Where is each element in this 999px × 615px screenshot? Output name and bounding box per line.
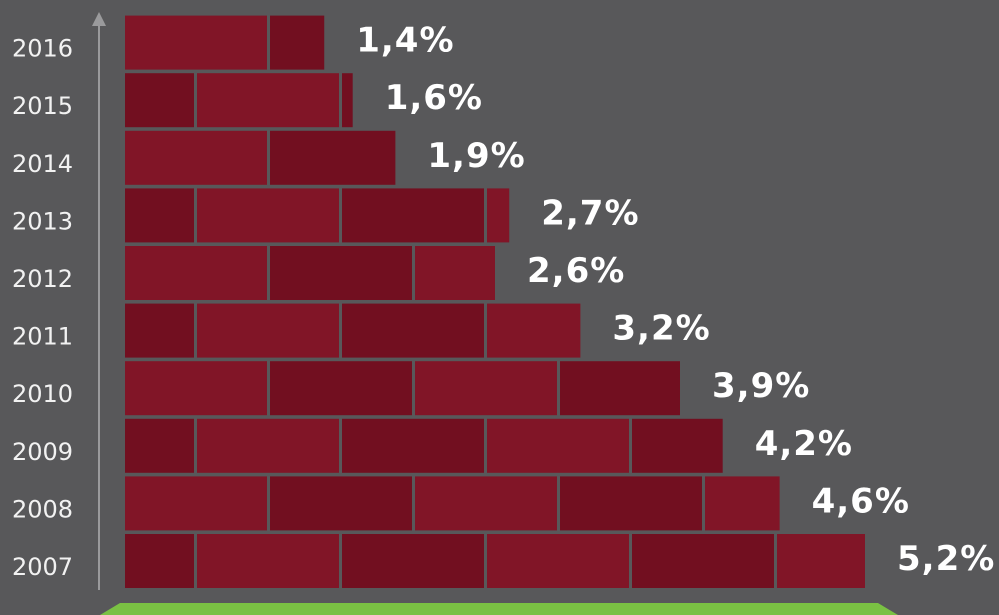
year-label-2011: 2011 [12,323,73,351]
brick [125,246,267,300]
brick [342,418,484,473]
brick [197,418,339,473]
brick [487,188,510,243]
bar-2011 [125,303,581,358]
brick [125,361,267,416]
y-axis-arrowhead [92,12,106,26]
brick [487,534,629,588]
brick [632,418,723,473]
brick [415,361,557,416]
brick [560,361,680,416]
brick [342,188,484,243]
axis-layer [92,12,106,590]
labels-layer: 2007 5,2% 2008 4,6% 2009 4,2% 2010 3,9% 2011 3,2%… [12,21,995,581]
year-label-2015: 2015 [12,92,73,120]
value-label-2007: 5,2% [897,539,995,579]
year-label-2010: 2010 [12,380,73,408]
brick [125,15,267,70]
year-label-2016: 2016 [12,35,73,63]
brick [125,534,194,588]
bar-2013 [125,188,510,243]
brick [125,476,267,531]
brick [270,130,396,185]
brick [125,188,194,243]
ground-strip [100,603,898,615]
value-label-2013: 2,7% [541,193,639,233]
brick [197,188,339,243]
brick [342,73,353,128]
brick [197,303,339,358]
brick [777,534,865,588]
brick [270,361,412,416]
value-label-2012: 2,6% [527,251,625,291]
brick [487,303,581,358]
brick [125,303,194,358]
year-label-2009: 2009 [12,438,73,466]
year-label-2008: 2008 [12,495,73,523]
brick [342,303,484,358]
value-label-2016: 1,4% [356,21,454,61]
brick [487,418,629,473]
bar-2008 [125,476,780,531]
brick [125,130,267,185]
value-label-2010: 3,9% [712,366,810,406]
bars-layer [125,15,865,588]
value-label-2014: 1,9% [427,136,525,176]
bar-2009 [125,418,723,473]
brick [197,534,339,588]
bar-2016 [125,15,325,70]
value-label-2008: 4,6% [812,481,910,521]
value-label-2009: 4,2% [755,424,853,464]
value-label-2011: 3,2% [612,309,710,349]
brick [560,476,702,531]
value-label-2015: 1,6% [385,78,483,118]
brick [415,476,557,531]
brick [632,534,774,588]
brick [125,73,194,128]
brick [342,534,484,588]
year-label-2014: 2014 [12,150,73,178]
bar-2007 [125,534,865,588]
brick [270,15,325,70]
year-label-2007: 2007 [12,553,73,581]
bar-2014 [125,130,396,185]
brick [197,73,339,128]
brick [270,246,412,300]
bar-2010 [125,361,680,416]
year-label-2012: 2012 [12,265,73,293]
year-label-2013: 2013 [12,207,73,235]
bar-2012 [125,246,495,300]
brick [415,246,495,300]
brick [270,476,412,531]
bar-2015 [125,73,353,128]
brick [705,476,780,531]
brick [125,418,194,473]
